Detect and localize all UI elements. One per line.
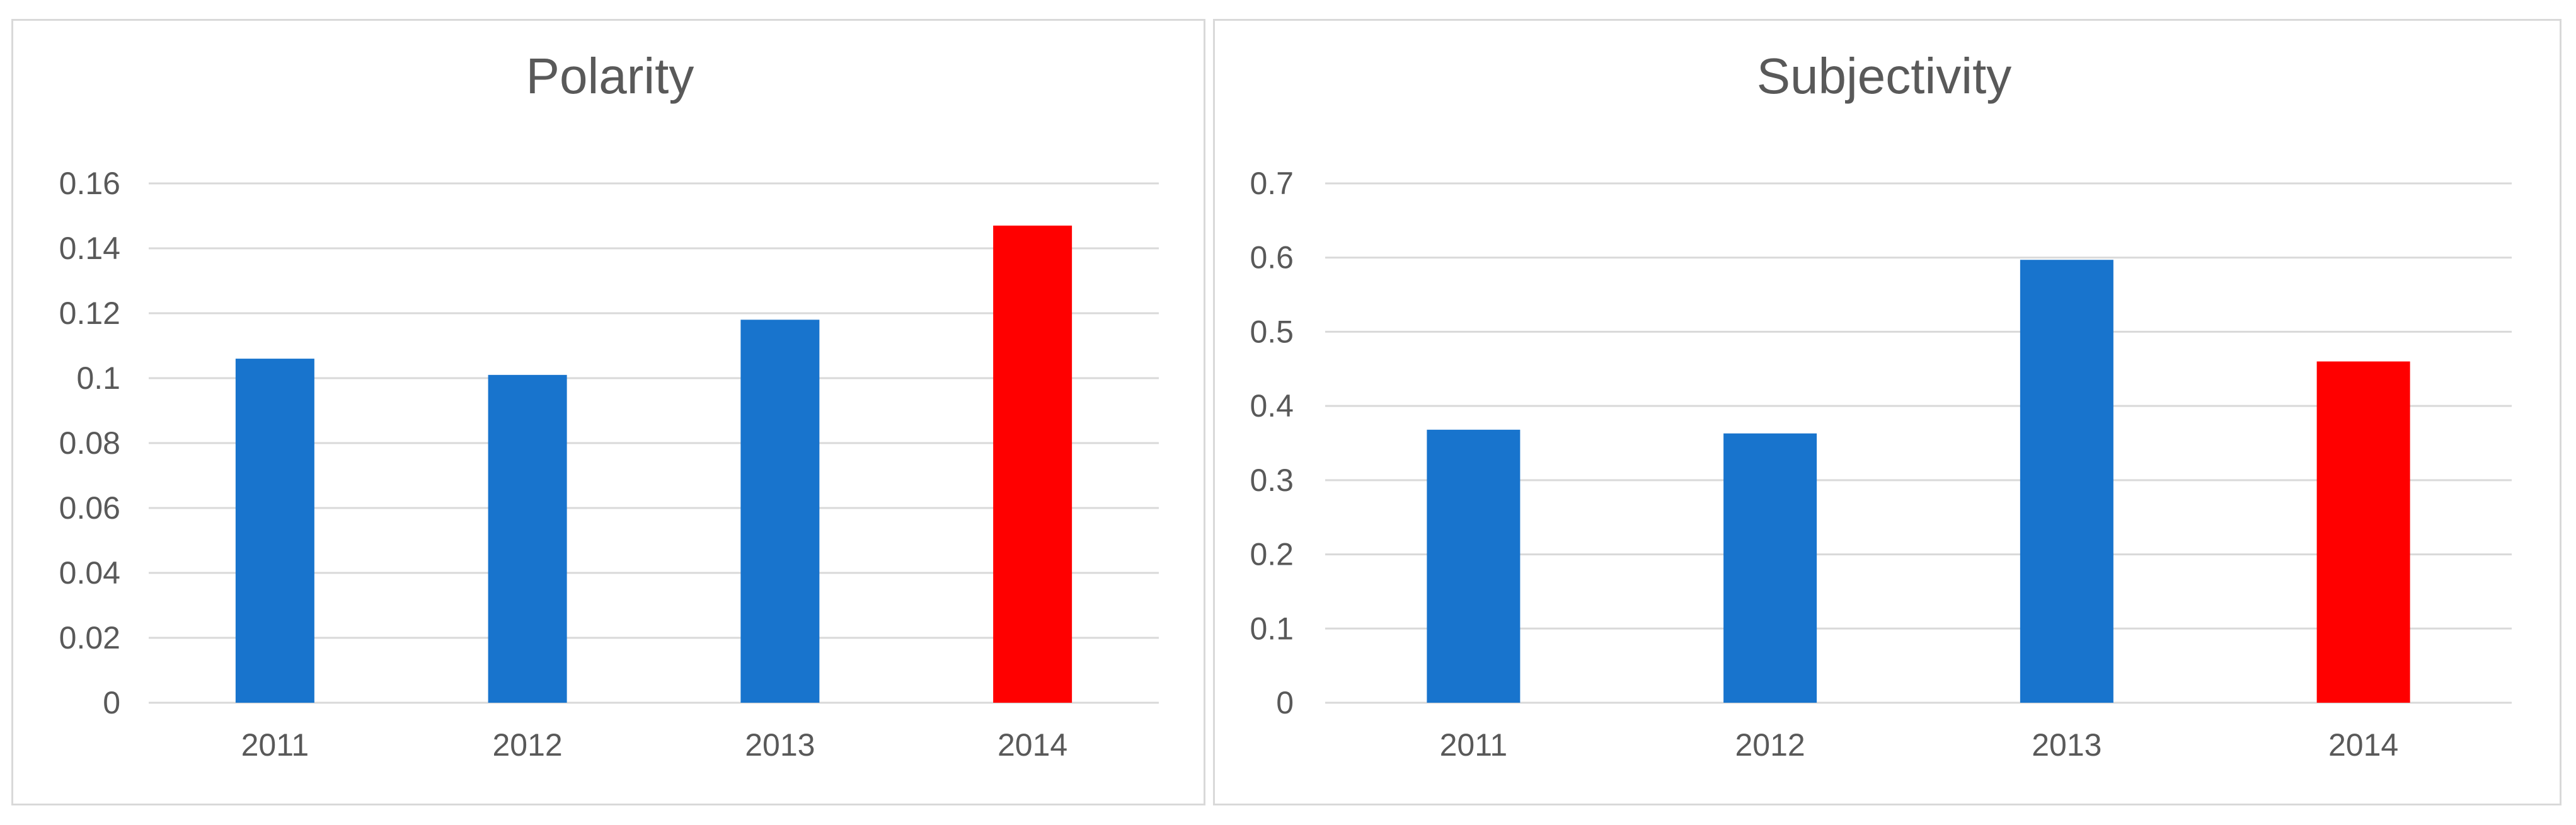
polarity-bar-2014 xyxy=(993,225,1072,703)
subjectivity-xtick-label-2014: 2014 xyxy=(2328,727,2398,763)
subjectivity-ytick-label-5: 0.5 xyxy=(1250,314,1294,349)
polarity-ytick-label-0: 0 xyxy=(103,685,120,720)
polarity-ytick-label-2: 0.04 xyxy=(59,555,120,591)
polarity-xtick-label-2011: 2011 xyxy=(241,727,309,763)
subjectivity-chart-title: Subjectivity xyxy=(1757,48,2012,104)
subjectivity-ytick-label-4: 0.4 xyxy=(1250,388,1294,424)
subjectivity-bar-2011 xyxy=(1427,429,1521,703)
polarity-xtick-label-2012: 2012 xyxy=(493,727,563,763)
polarity-bar-2011 xyxy=(235,359,314,703)
subjectivity-xtick-label-2013: 2013 xyxy=(2032,727,2102,763)
polarity-bar-2012 xyxy=(488,374,567,703)
polarity-xtick-label-2013: 2013 xyxy=(745,727,815,763)
polarity-ytick-label-5: 0.1 xyxy=(76,361,120,396)
subjectivity-ytick-label-7: 0.7 xyxy=(1250,166,1294,201)
subjectivity-bar-2012 xyxy=(1723,433,1817,703)
subjectivity-ytick-label-1: 0.1 xyxy=(1250,611,1294,646)
subjectivity-xtick-label-2011: 2011 xyxy=(1440,727,1508,763)
subjectivity-ytick-label-2: 0.2 xyxy=(1250,537,1294,572)
polarity-xtick-label-2014: 2014 xyxy=(998,727,1067,763)
polarity-ytick-label-4: 0.08 xyxy=(59,425,120,461)
polarity-ytick-label-6: 0.12 xyxy=(59,296,120,331)
polarity-ytick-label-1: 0.02 xyxy=(59,620,120,655)
subjectivity-ytick-label-0: 0 xyxy=(1276,685,1294,720)
subjectivity-bar-2014 xyxy=(2316,361,2410,703)
subjectivity-ytick-label-3: 0.3 xyxy=(1250,463,1294,498)
polarity-bar-2013 xyxy=(740,320,820,703)
polarity-chart-title: Polarity xyxy=(526,48,694,104)
subjectivity-chart-panel: Subjectivity 0 0.1 0.2 0.3 0.4 0.5 0.6 0.7 2011… xyxy=(1213,19,2562,805)
polarity-chart-panel: Polarity 0 0.02 0.04 0.06 0.08 0.1 0.12 0.14 0.1… xyxy=(11,19,1205,805)
subjectivity-bar-2013 xyxy=(2020,260,2113,703)
subjectivity-chart: Subjectivity 0 0.1 0.2 0.3 0.4 0.5 0.6 0.7 2011… xyxy=(1250,48,2512,763)
polarity-ytick-label-3: 0.06 xyxy=(59,490,120,526)
polarity-chart: Polarity 0 0.02 0.04 0.06 0.08 0.1 0.12 0.14 0.1… xyxy=(59,48,1159,763)
polarity-ytick-label-7: 0.14 xyxy=(59,231,120,266)
polarity-ytick-label-8: 0.16 xyxy=(59,166,120,201)
subjectivity-xtick-label-2012: 2012 xyxy=(1735,727,1805,763)
subjectivity-ytick-label-6: 0.6 xyxy=(1250,240,1294,275)
